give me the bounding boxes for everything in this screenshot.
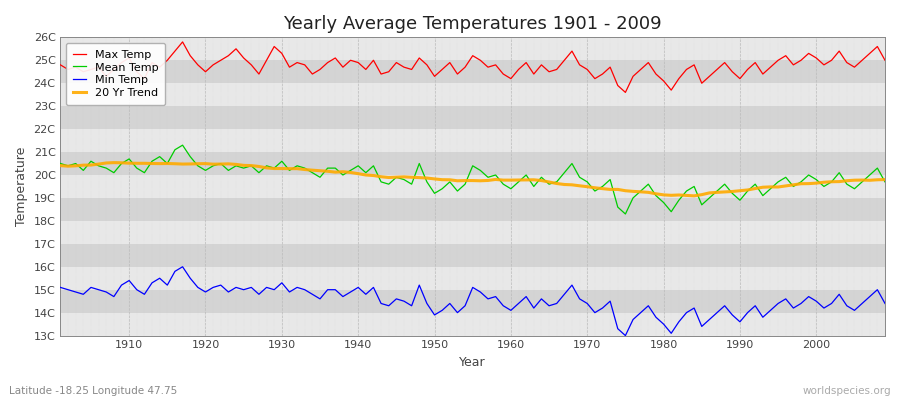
Max Temp bbox=[55, 62, 66, 67]
Line: Max Temp: Max Temp bbox=[60, 42, 885, 92]
Mean Temp bbox=[116, 161, 127, 166]
Max Temp bbox=[513, 67, 524, 72]
Bar bbox=[60, 175, 885, 198]
Min Temp bbox=[506, 308, 517, 313]
Bar bbox=[60, 313, 885, 336]
Max Temp bbox=[292, 60, 302, 65]
20 Yr Trend bbox=[292, 166, 302, 171]
Min Temp bbox=[338, 294, 348, 299]
Max Temp bbox=[116, 60, 127, 65]
Bar bbox=[60, 244, 885, 267]
Text: worldspecies.org: worldspecies.org bbox=[803, 386, 891, 396]
Min Temp bbox=[605, 299, 616, 304]
Y-axis label: Temperature: Temperature bbox=[15, 147, 28, 226]
X-axis label: Year: Year bbox=[459, 356, 486, 369]
Mean Temp bbox=[55, 161, 66, 166]
Line: Mean Temp: Mean Temp bbox=[60, 145, 885, 214]
20 Yr Trend bbox=[338, 169, 348, 174]
Min Temp bbox=[177, 264, 188, 269]
Bar bbox=[60, 83, 885, 106]
Bar bbox=[60, 129, 885, 152]
Min Temp bbox=[55, 285, 66, 290]
Min Temp bbox=[513, 301, 524, 306]
20 Yr Trend bbox=[123, 161, 134, 166]
Max Temp bbox=[506, 76, 517, 81]
20 Yr Trend bbox=[506, 178, 517, 182]
Min Temp bbox=[879, 301, 890, 306]
Bar bbox=[60, 267, 885, 290]
Bar bbox=[60, 221, 885, 244]
Text: Latitude -18.25 Longitude 47.75: Latitude -18.25 Longitude 47.75 bbox=[9, 386, 177, 396]
Max Temp bbox=[879, 58, 890, 63]
Mean Temp bbox=[506, 186, 517, 191]
Title: Yearly Average Temperatures 1901 - 2009: Yearly Average Temperatures 1901 - 2009 bbox=[284, 15, 662, 33]
Mean Temp bbox=[605, 177, 616, 182]
Mean Temp bbox=[620, 212, 631, 216]
Max Temp bbox=[605, 65, 616, 70]
Mean Temp bbox=[177, 143, 188, 148]
Mean Temp bbox=[338, 172, 348, 177]
Legend: Max Temp, Mean Temp, Min Temp, 20 Yr Trend: Max Temp, Mean Temp, Min Temp, 20 Yr Tre… bbox=[66, 43, 166, 105]
Max Temp bbox=[338, 65, 348, 70]
Line: 20 Yr Trend: 20 Yr Trend bbox=[60, 163, 885, 196]
Mean Temp bbox=[513, 180, 524, 184]
Line: Min Temp: Min Temp bbox=[60, 267, 885, 336]
Min Temp bbox=[116, 283, 127, 288]
Max Temp bbox=[177, 40, 188, 44]
Bar bbox=[60, 37, 885, 60]
Max Temp bbox=[620, 90, 631, 95]
20 Yr Trend bbox=[605, 187, 616, 192]
20 Yr Trend bbox=[688, 194, 699, 198]
Bar bbox=[60, 60, 885, 83]
Mean Temp bbox=[879, 180, 890, 184]
20 Yr Trend bbox=[109, 160, 120, 165]
20 Yr Trend bbox=[879, 177, 890, 182]
Bar bbox=[60, 106, 885, 129]
20 Yr Trend bbox=[513, 178, 524, 182]
Bar bbox=[60, 198, 885, 221]
Bar bbox=[60, 152, 885, 175]
Bar bbox=[60, 290, 885, 313]
Min Temp bbox=[620, 333, 631, 338]
Mean Temp bbox=[292, 164, 302, 168]
Min Temp bbox=[292, 285, 302, 290]
20 Yr Trend bbox=[55, 163, 66, 168]
